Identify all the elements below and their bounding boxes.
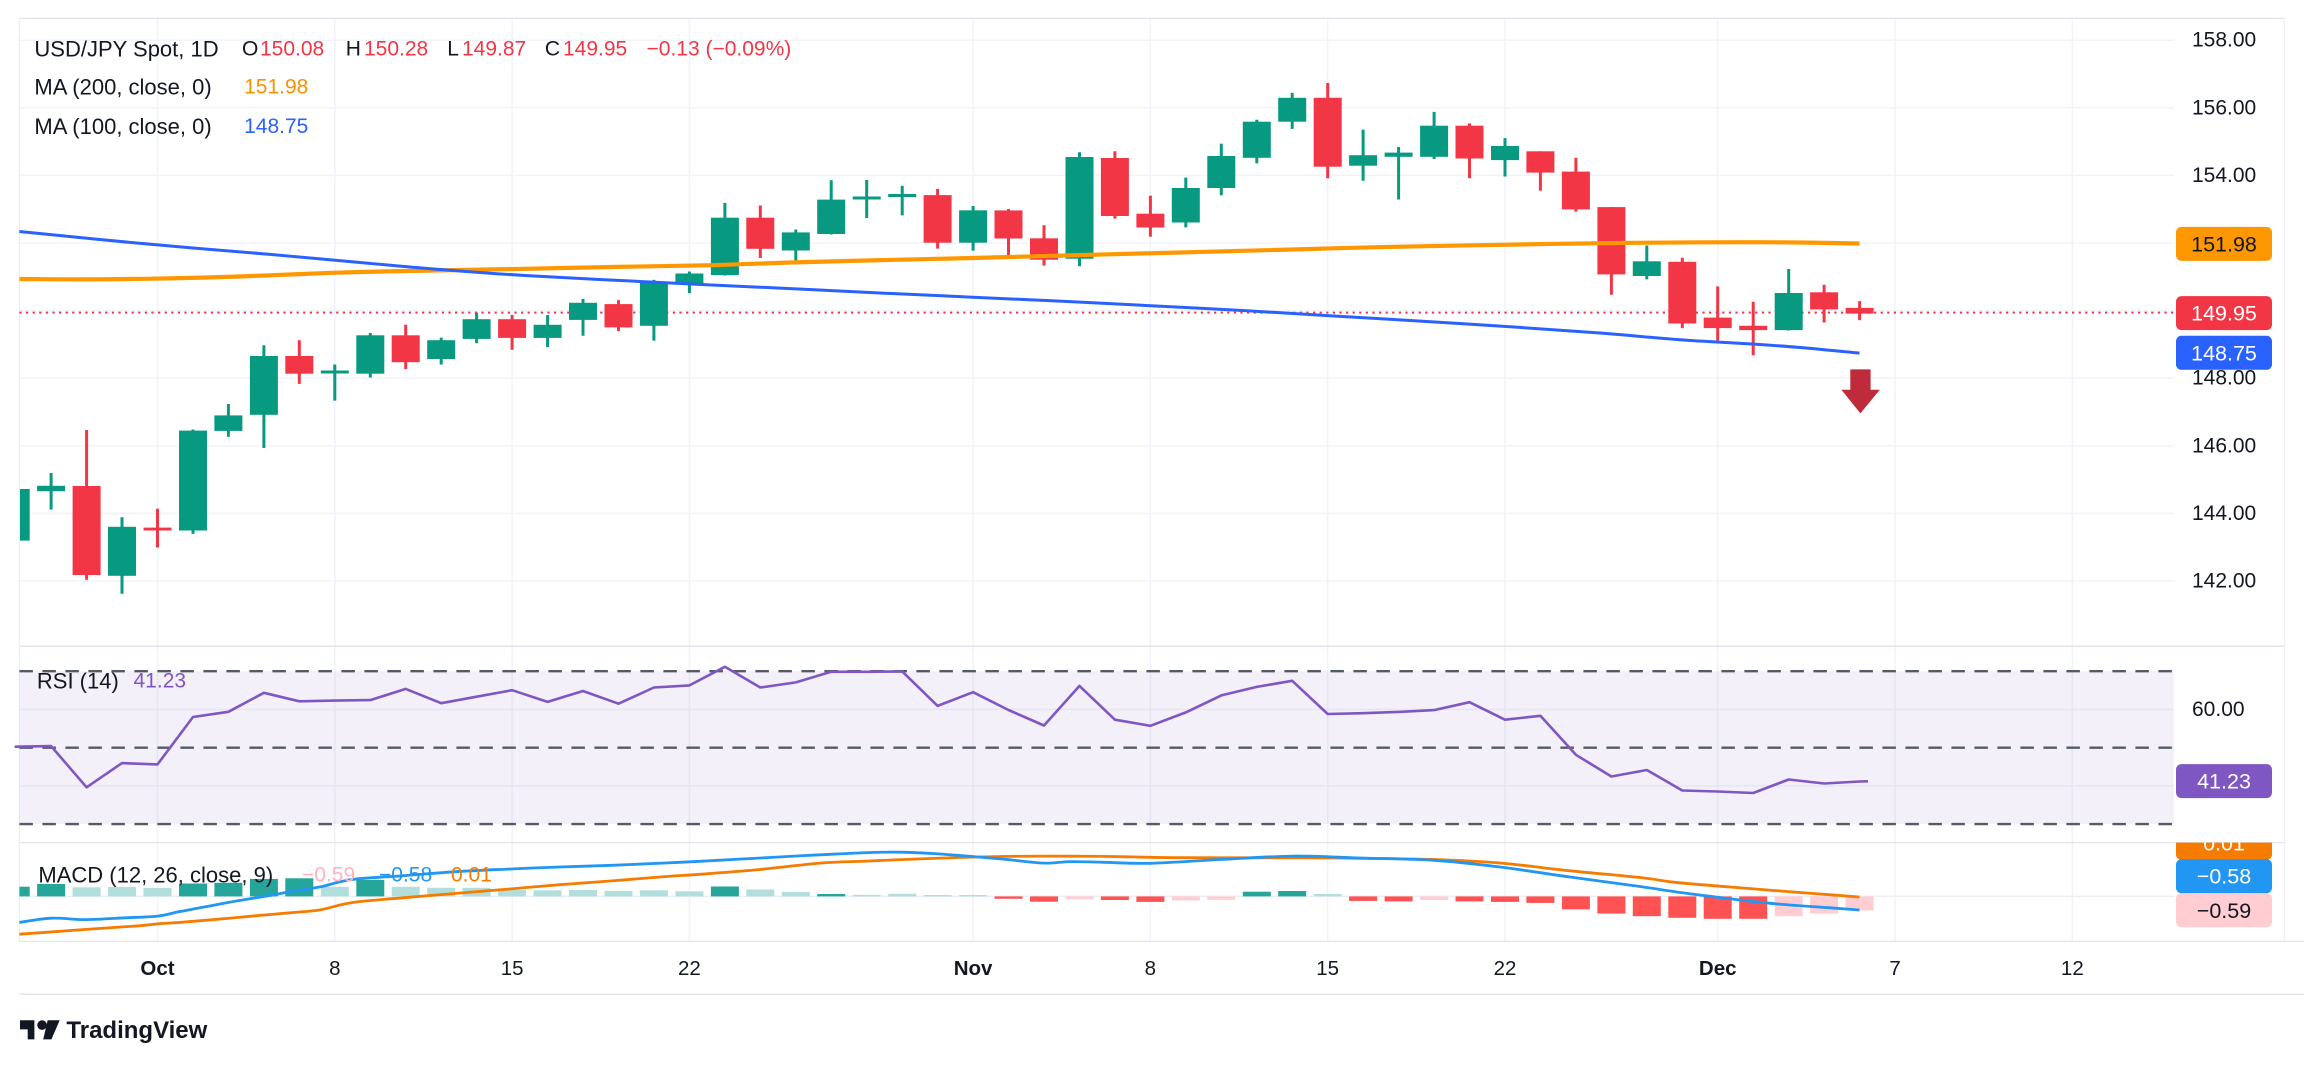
svg-text:Nov: Nov <box>954 957 993 980</box>
svg-text:TradingView: TradingView <box>66 1017 207 1044</box>
svg-text:MACD (12, 26, close, 9): MACD (12, 26, close, 9) <box>38 863 273 888</box>
svg-text:−0.58: −0.58 <box>379 864 432 887</box>
svg-text:15: 15 <box>501 957 524 980</box>
svg-text:144.00: 144.00 <box>2192 502 2256 525</box>
svg-text:MA (100, close, 0): MA (100, close, 0) <box>34 114 211 139</box>
svg-text:41.23: 41.23 <box>134 670 187 693</box>
svg-text:158.00: 158.00 <box>2192 29 2256 52</box>
svg-text:150.28: 150.28 <box>364 38 428 61</box>
svg-text:148.00: 148.00 <box>2192 367 2256 390</box>
svg-text:150.08: 150.08 <box>260 38 324 61</box>
svg-text:USD/JPY Spot, 1D: USD/JPY Spot, 1D <box>34 37 218 62</box>
svg-text:O: O <box>242 38 258 61</box>
svg-text:154.00: 154.00 <box>2192 164 2256 187</box>
svg-text:−0.13 (−0.09%): −0.13 (−0.09%) <box>647 38 792 61</box>
svg-text:156.00: 156.00 <box>2192 96 2256 119</box>
svg-text:151.98: 151.98 <box>2191 232 2257 256</box>
svg-text:8: 8 <box>1145 957 1156 980</box>
svg-text:149.95: 149.95 <box>563 38 627 61</box>
svg-text:8: 8 <box>329 957 340 980</box>
svg-text:−0.59: −0.59 <box>302 864 355 887</box>
svg-text:15: 15 <box>1316 957 1339 980</box>
svg-text:12: 12 <box>2061 957 2084 980</box>
svg-text:7: 7 <box>1889 957 1900 980</box>
svg-text:−0.59: −0.59 <box>2197 899 2251 923</box>
svg-text:148.75: 148.75 <box>2191 341 2257 365</box>
svg-text:−0.58: −0.58 <box>2197 865 2251 889</box>
svg-text:60.00: 60.00 <box>2192 698 2245 721</box>
svg-text:H: H <box>346 38 361 61</box>
svg-text:149.87: 149.87 <box>462 38 526 61</box>
svg-text:149.95: 149.95 <box>2191 302 2257 326</box>
svg-text:41.23: 41.23 <box>2197 770 2251 794</box>
svg-text:C: C <box>545 38 560 61</box>
svg-text:22: 22 <box>678 957 701 980</box>
svg-text:142.00: 142.00 <box>2192 570 2256 593</box>
svg-text:146.00: 146.00 <box>2192 434 2256 457</box>
svg-text:Oct: Oct <box>140 957 174 980</box>
svg-text:MA (200, close, 0): MA (200, close, 0) <box>34 75 211 100</box>
svg-text:RSI (14): RSI (14) <box>37 669 119 694</box>
svg-text:0.01: 0.01 <box>451 864 492 887</box>
svg-text:L: L <box>447 38 459 61</box>
svg-text:148.75: 148.75 <box>244 115 308 138</box>
svg-text:151.98: 151.98 <box>244 76 308 99</box>
svg-text:Dec: Dec <box>1699 957 1737 980</box>
svg-text:22: 22 <box>1494 957 1517 980</box>
svg-text:0.01: 0.01 <box>2203 831 2245 855</box>
